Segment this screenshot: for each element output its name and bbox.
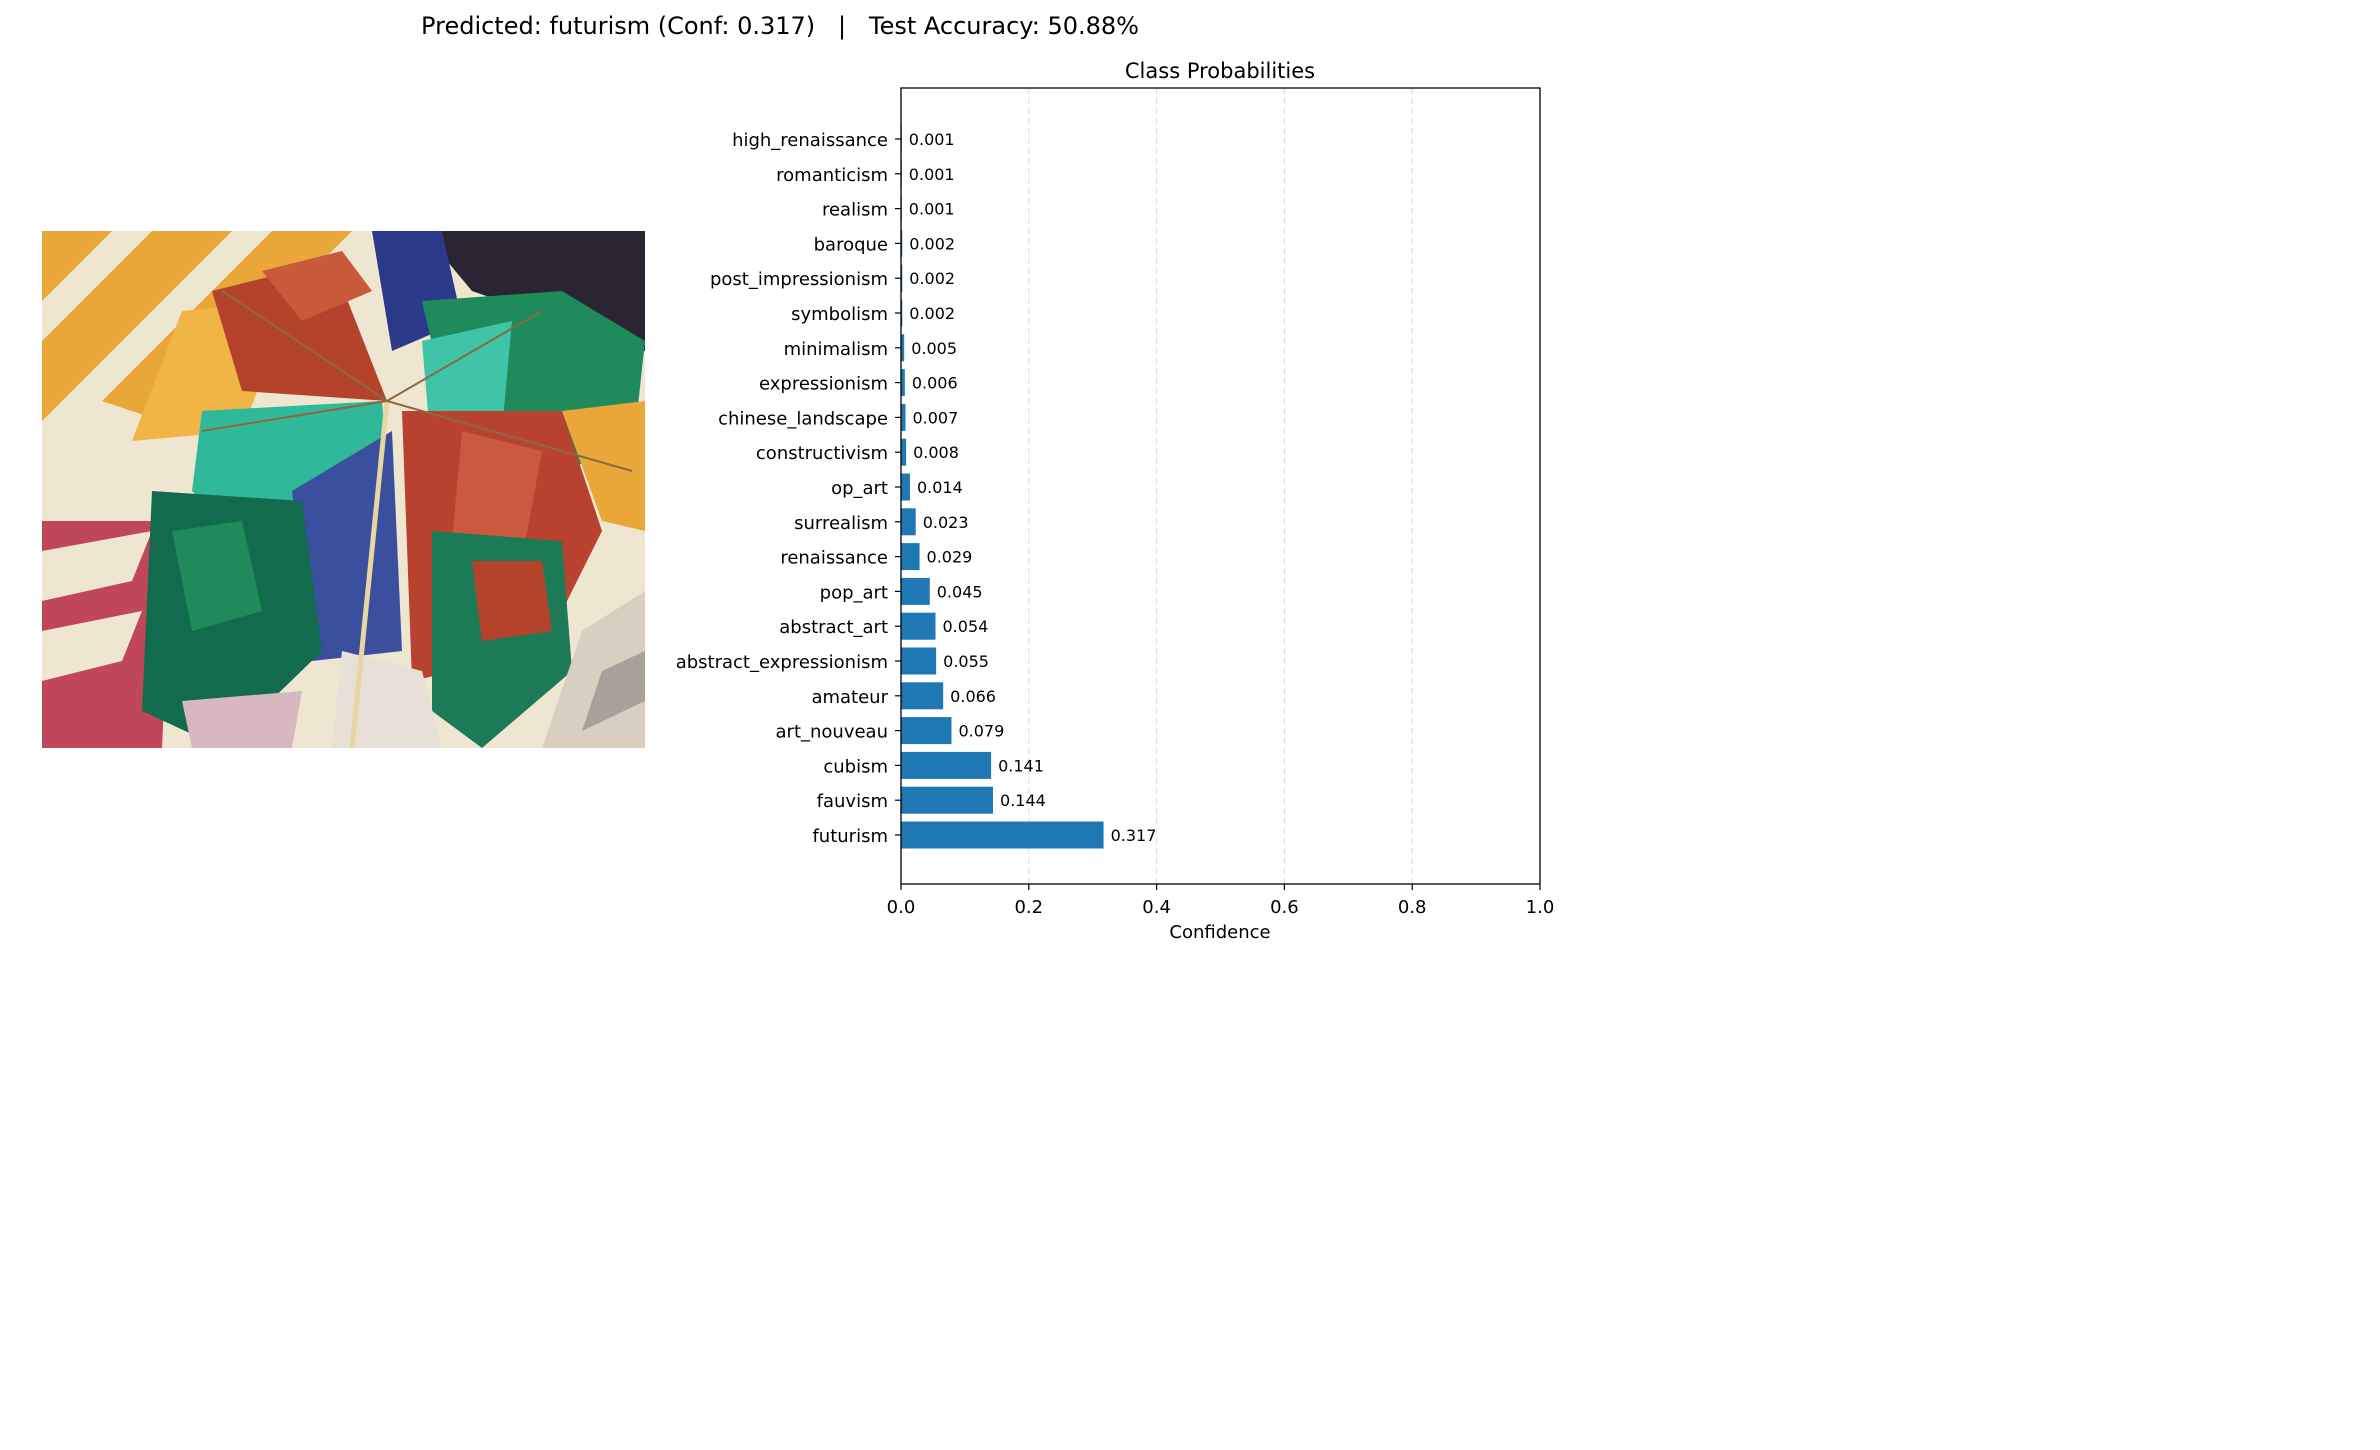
figure-title: Predicted: futurism (Conf: 0.317) | Test… <box>421 12 1139 40</box>
value-label-realism: 0.001 <box>909 200 955 219</box>
y-tick-label-surrealism: surrealism <box>794 513 888 534</box>
x-tick-label: 0.6 <box>1270 897 1299 918</box>
value-label-symbolism: 0.002 <box>909 304 955 323</box>
y-tick-label-high_renaissance: high_renaissance <box>732 130 888 151</box>
bar-op_art <box>901 473 910 501</box>
x-tick-label: 1.0 <box>1526 897 1555 918</box>
chart-y-axis: futurism fauvism cubism art_nouveau amateur a… <box>676 130 901 847</box>
y-tick-label-symbolism: symbolism <box>791 304 888 325</box>
value-label-surrealism: 0.023 <box>923 513 969 532</box>
value-label-post_impressionism: 0.002 <box>909 269 955 288</box>
bar-futurism <box>901 821 1104 849</box>
chart-x-axis: 0.0 0.2 0.4 0.6 0.8 1.0 <box>887 884 1555 918</box>
painting-art <box>42 231 645 748</box>
y-tick-label-amateur: amateur <box>811 687 888 708</box>
bar-amateur <box>901 682 944 710</box>
bar-cubism <box>901 751 992 779</box>
x-tick-label: 0.4 <box>1142 897 1171 918</box>
y-tick-label-cubism: cubism <box>823 756 888 777</box>
y-tick-label-pop_art: pop_art <box>820 582 888 603</box>
y-tick-label-realism: realism <box>822 200 888 221</box>
y-tick-label-renaissance: renaissance <box>780 548 888 569</box>
value-label-amateur: 0.066 <box>950 687 996 706</box>
x-tick-label: 0.0 <box>887 897 916 918</box>
chart-bars <box>901 125 1104 849</box>
value-label-constructivism: 0.008 <box>913 443 959 462</box>
chart-gridlines <box>900 88 1541 884</box>
chart-value-labels: 0.317 0.144 0.141 0.079 0.066 0.055 0.054 0.045… <box>909 130 1157 845</box>
x-tick-label: 0.2 <box>1014 897 1043 918</box>
y-tick-label-abstract_expressionism: abstract_expressionism <box>676 652 888 673</box>
input-painting-image <box>42 231 645 748</box>
value-label-fauvism: 0.144 <box>1000 791 1046 810</box>
value-label-chinese_landscape: 0.007 <box>912 408 958 427</box>
y-tick-label-minimalism: minimalism <box>784 339 888 360</box>
y-tick-label-art_nouveau: art_nouveau <box>776 722 888 743</box>
y-tick-label-fauvism: fauvism <box>817 791 888 812</box>
x-axis-label: Confidence <box>1169 922 1270 943</box>
bar-abstract_expressionism <box>901 647 937 675</box>
value-label-baroque: 0.002 <box>909 234 955 253</box>
value-label-abstract_art: 0.054 <box>943 617 989 636</box>
bar-minimalism <box>901 334 905 362</box>
bar-expressionism <box>901 369 905 397</box>
y-tick-label-baroque: baroque <box>814 234 888 255</box>
value-label-pop_art: 0.045 <box>937 582 983 601</box>
y-tick-label-chinese_landscape: chinese_landscape <box>718 408 888 429</box>
plot-frame <box>900 87 1541 885</box>
bar-constructivism <box>901 438 907 466</box>
bar-pop_art <box>901 577 930 605</box>
value-label-abstract_expressionism: 0.055 <box>943 652 989 671</box>
value-label-op_art: 0.014 <box>917 478 963 497</box>
value-label-high_renaissance: 0.001 <box>909 130 955 149</box>
x-tick-label: 0.8 <box>1398 897 1427 918</box>
y-tick-label-post_impressionism: post_impressionism <box>710 269 888 290</box>
value-label-romanticism: 0.001 <box>909 165 955 184</box>
bar-surrealism <box>901 508 916 536</box>
value-label-minimalism: 0.005 <box>911 339 957 358</box>
y-tick-label-futurism: futurism <box>812 826 888 847</box>
y-tick-label-romanticism: romanticism <box>776 165 888 186</box>
bar-fauvism <box>901 786 994 814</box>
bar-chinese_landscape <box>901 403 906 431</box>
value-label-futurism: 0.317 <box>1111 826 1157 845</box>
y-tick-label-constructivism: constructivism <box>756 443 888 464</box>
value-label-renaissance: 0.029 <box>927 548 973 567</box>
value-label-cubism: 0.141 <box>998 756 1044 775</box>
bar-renaissance <box>901 543 920 571</box>
y-tick-label-abstract_art: abstract_art <box>779 617 888 638</box>
y-tick-label-op_art: op_art <box>831 478 888 499</box>
value-label-art_nouveau: 0.079 <box>958 722 1004 741</box>
y-tick-label-expressionism: expressionism <box>759 374 888 395</box>
bar-art_nouveau <box>901 717 952 745</box>
value-label-expressionism: 0.006 <box>912 374 958 393</box>
bar-abstract_art <box>901 612 936 640</box>
chart-title: Class Probabilities <box>1125 59 1315 83</box>
